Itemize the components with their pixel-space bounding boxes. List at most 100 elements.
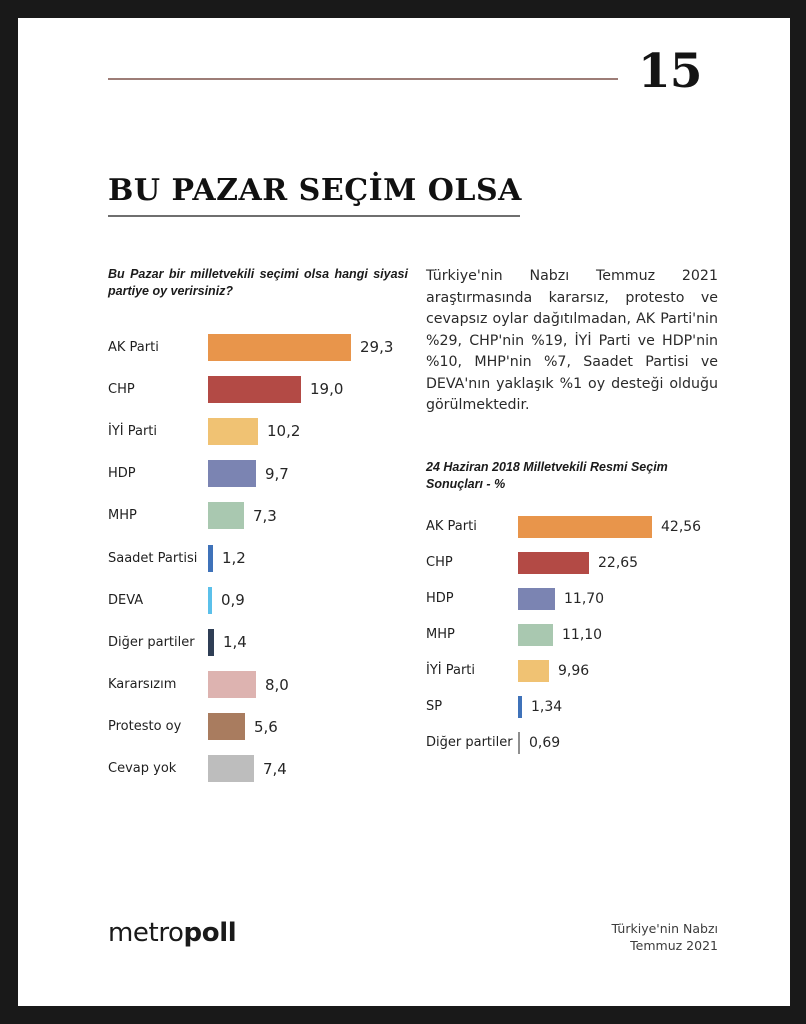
bar-category-label: HDP xyxy=(426,591,454,606)
bar-row: İYİ Parti 10,2 xyxy=(108,410,408,452)
bar-value-label: 1,2 xyxy=(222,549,246,568)
bar-value-label: 11,70 xyxy=(564,590,605,607)
bar-value-label: 5,6 xyxy=(254,717,278,736)
bar-track xyxy=(208,333,351,361)
bar-track xyxy=(518,515,652,538)
bar-category-label: AK Parti xyxy=(426,519,477,534)
bar xyxy=(518,623,553,646)
footer-meta: Türkiye'nin Nabzı Temmuz 2021 xyxy=(612,920,719,954)
bar-track xyxy=(208,502,244,530)
official-2018-results-chart: AK Parti 42,56 CHP 22,65 HDP 11,70 MHP 11,10 İYİ… xyxy=(426,509,718,761)
bar xyxy=(518,587,555,610)
bar-row: Protesto oy 5,6 xyxy=(108,706,408,748)
bar-category-label: Protesto oy xyxy=(108,719,182,735)
bar-value-label: 8,0 xyxy=(265,675,289,694)
bar-row: HDP 11,70 xyxy=(426,581,718,617)
page-number: 15 xyxy=(638,44,702,99)
bar-row: CHP 19,0 xyxy=(108,368,408,410)
bar-category-label: Kararsızım xyxy=(108,677,177,693)
bar xyxy=(518,659,549,682)
bar-track xyxy=(518,587,555,610)
bar xyxy=(208,671,256,699)
bar-category-label: Diğer partiler xyxy=(108,634,195,650)
bar-row: Kararsızım 8,0 xyxy=(108,664,408,706)
bar-track xyxy=(518,551,589,574)
header-rule xyxy=(108,78,618,80)
intro-paragraph: Türkiye'nin Nabzı Temmuz 2021 araştırmas… xyxy=(426,268,718,413)
bar-track xyxy=(518,659,549,682)
bar-category-label: HDP xyxy=(108,466,136,482)
bar-track xyxy=(208,544,213,572)
bar-value-label: 29,3 xyxy=(360,338,394,357)
bar xyxy=(518,551,589,574)
official-results-heading: 24 Haziran 2018 Milletvekili Resmi Seçim… xyxy=(426,459,668,491)
bar-row: AK Parti 42,56 xyxy=(426,509,718,545)
bar-track xyxy=(518,731,520,754)
bar-category-label: Saadet Partisi xyxy=(108,550,198,566)
bar-value-label: 42,56 xyxy=(661,518,702,535)
bar-row: SP 1,34 xyxy=(426,689,718,725)
bar-row: HDP 9,7 xyxy=(108,453,408,495)
bar-track xyxy=(208,586,212,614)
bar-category-label: Diğer partiler xyxy=(426,735,513,750)
logo-text-bold: poll xyxy=(183,918,237,948)
bar-category-label: DEVA xyxy=(108,592,144,608)
bar-row: Saadet Partisi 1,2 xyxy=(108,537,408,579)
bar-row: Diğer partiler 1,4 xyxy=(108,621,408,663)
right-column: Türkiye'nin Nabzı Temmuz 2021 araştırmas… xyxy=(426,266,718,761)
survey-question: Bu Pazar bir milletvekili seçimi olsa ha… xyxy=(108,267,408,298)
bar-value-label: 11,10 xyxy=(562,626,603,643)
bar-value-label: 19,0 xyxy=(310,380,344,399)
bar-value-label: 9,7 xyxy=(265,464,289,483)
bar xyxy=(518,695,522,718)
bar-value-label: 22,65 xyxy=(598,554,639,571)
bar xyxy=(208,544,213,572)
bar-row: İYİ Parti 9,96 xyxy=(426,653,718,689)
bar-track xyxy=(208,417,258,445)
bar-value-label: 7,3 xyxy=(253,506,277,525)
bar-row: MHP 11,10 xyxy=(426,617,718,653)
bar xyxy=(208,586,212,614)
bar-category-label: MHP xyxy=(426,627,455,642)
poll-report-page: 15 BU PAZAR SEÇİM OLSA Bu Pazar bir mill… xyxy=(18,18,790,1006)
bar-track xyxy=(208,713,245,741)
bar-row: DEVA 0,9 xyxy=(108,579,408,621)
bar-category-label: Cevap yok xyxy=(108,761,177,777)
bar xyxy=(518,515,652,538)
title-underline xyxy=(108,215,520,217)
bar-track xyxy=(208,671,256,699)
bar-category-label: CHP xyxy=(426,555,453,570)
bar-category-label: İYİ Parti xyxy=(426,663,476,678)
bar-category-label: CHP xyxy=(108,381,135,397)
metropoll-logo: metropoll xyxy=(108,918,237,948)
bar-value-label: 0,69 xyxy=(529,734,561,751)
bar xyxy=(208,460,256,488)
page-header: 15 xyxy=(18,18,790,98)
bar-value-label: 9,96 xyxy=(558,662,590,679)
bar xyxy=(208,333,351,361)
bar-track xyxy=(208,375,301,403)
bar-value-label: 1,4 xyxy=(223,633,247,652)
bar-category-label: MHP xyxy=(108,508,137,524)
bar xyxy=(518,731,520,754)
bar-value-label: 7,4 xyxy=(263,759,287,778)
footer-meta-line-1: Türkiye'nin Nabzı xyxy=(611,921,719,936)
bar-value-label: 0,9 xyxy=(221,591,245,610)
bar xyxy=(208,375,301,403)
logo-text-light: metro xyxy=(108,918,184,948)
bar-row: MHP 7,3 xyxy=(108,495,408,537)
page-footer: metropoll Türkiye'nin Nabzı Temmuz 2021 xyxy=(18,912,790,972)
bar xyxy=(208,417,258,445)
bar-value-label: 1,34 xyxy=(531,698,563,715)
bar-row: Diğer partiler 0,69 xyxy=(426,725,718,761)
bar-track xyxy=(208,460,256,488)
bar-row: AK Parti 29,3 xyxy=(108,326,408,368)
bar-track xyxy=(208,755,254,783)
bar-value-label: 10,2 xyxy=(267,422,301,441)
bar xyxy=(208,502,244,530)
bar-track xyxy=(518,695,522,718)
bar xyxy=(208,755,254,783)
voting-intention-chart: AK Parti 29,3 CHP 19,0 İYİ Parti 10,2 HDP 9,7 MH… xyxy=(108,326,408,790)
bar-row: Cevap yok 7,4 xyxy=(108,748,408,790)
bar-track xyxy=(208,628,214,656)
